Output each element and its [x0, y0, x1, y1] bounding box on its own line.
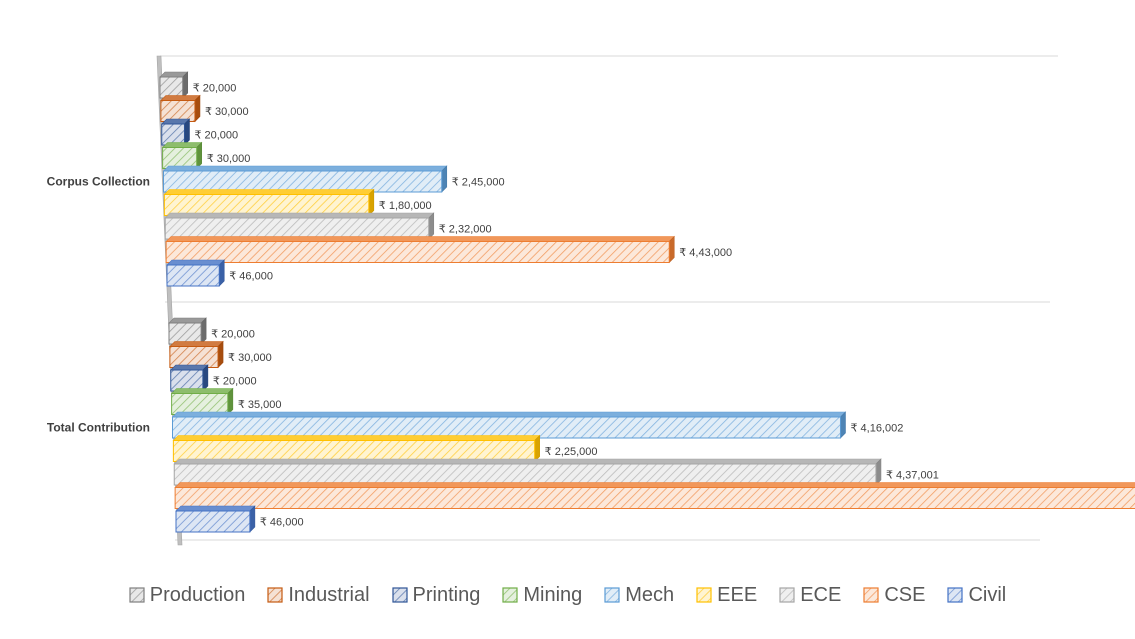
- bar-cse-total-contribution: [174, 482, 1135, 509]
- legend-item-eee: EEE: [696, 584, 757, 607]
- legend-swatch: [267, 587, 283, 603]
- legend-swatch: [947, 587, 964, 603]
- legend-swatch: [696, 587, 712, 603]
- bar-mech-corpus-collection: [162, 165, 448, 193]
- legend-swatch: [604, 587, 620, 603]
- data-label: ₹ 4,43,000: [679, 247, 732, 259]
- legend-item-cse: CSE: [863, 584, 925, 607]
- legend-label: CSE: [884, 583, 926, 606]
- data-label: ₹ 30,000: [205, 106, 249, 118]
- category-label: Total Contribution: [47, 421, 150, 435]
- data-label: ₹ 46,000: [229, 271, 273, 283]
- legend-item-production: Production: [129, 583, 246, 607]
- bar-printing-total-contribution: [170, 364, 209, 392]
- data-label: ₹ 20,000: [194, 130, 238, 142]
- legend-swatch: [779, 587, 795, 603]
- bar-chart: Corpus Collection ₹ 20,000 ₹ 30,000 ₹ 20,00…: [47, 55, 1135, 546]
- legend-label: Industrial: [288, 583, 370, 606]
- legend-item-industrial: Industrial: [267, 583, 370, 607]
- bar-mining-total-contribution: [170, 387, 234, 416]
- data-label: ₹ 2,45,000: [452, 177, 505, 189]
- chart-legend: Production Industrial Printing Mining Mech EE…: [0, 580, 1135, 610]
- legend-swatch: [129, 587, 145, 603]
- bar-mech-total-contribution: [171, 411, 847, 439]
- bar-civil-corpus-collection: [166, 259, 225, 287]
- chart-bars: [159, 71, 1135, 533]
- legend-item-civil: Civil: [947, 584, 1006, 607]
- legend-swatch: [863, 587, 879, 603]
- legend-item-printing: Printing: [391, 583, 481, 607]
- data-label: ₹ 35,000: [238, 399, 282, 411]
- data-label: ₹ 20,000: [213, 376, 257, 388]
- legend-swatch: [502, 587, 518, 603]
- bar-mining-corpus-collection: [161, 141, 203, 170]
- bar-industrial-corpus-collection: [160, 94, 201, 123]
- legend-swatch: [391, 587, 408, 603]
- legend-item-mech: Mech: [604, 584, 674, 607]
- data-label: ₹ 46,000: [260, 517, 304, 529]
- legend-item-ece: ECE: [779, 584, 841, 607]
- data-label: ₹ 2,25,000: [545, 446, 598, 458]
- legend-label: Civil: [968, 583, 1007, 606]
- data-label: ₹ 20,000: [193, 83, 237, 95]
- data-label: ₹ 20,000: [211, 329, 255, 341]
- data-label: ₹ 4,16,002: [850, 423, 903, 435]
- legend-label: Mech: [625, 583, 675, 606]
- legend-label: ECE: [800, 583, 842, 606]
- bar-ece-corpus-collection: [164, 212, 435, 240]
- legend-label: Mining: [523, 583, 583, 606]
- bar-civil-total-contribution: [175, 505, 256, 533]
- bar-industrial-total-contribution: [169, 340, 224, 369]
- data-label: ₹ 1,80,000: [379, 200, 432, 212]
- bar-cse-corpus-collection: [165, 235, 675, 264]
- bar-eee-corpus-collection: [163, 188, 375, 217]
- bar-eee-total-contribution: [172, 434, 541, 463]
- data-label: ₹ 2,32,000: [439, 224, 492, 236]
- legend-label: Production: [149, 583, 246, 606]
- data-label: ₹ 30,000: [228, 352, 272, 364]
- legend-label: Printing: [412, 583, 481, 606]
- bar-production-total-contribution: [168, 317, 207, 345]
- bar-ece-total-contribution: [173, 458, 882, 486]
- legend-item-mining: Mining: [502, 584, 582, 607]
- data-label: ₹ 30,000: [207, 153, 251, 165]
- chart-labels: Corpus Collection ₹ 20,000 ₹ 30,000 ₹ 20,00…: [47, 83, 939, 529]
- bar-printing-corpus-collection: [161, 118, 191, 146]
- legend-label: EEE: [717, 583, 758, 606]
- bar-production-corpus-collection: [159, 71, 189, 99]
- category-label: Corpus Collection: [47, 175, 150, 189]
- data-label: ₹ 4,37,001: [886, 470, 939, 482]
